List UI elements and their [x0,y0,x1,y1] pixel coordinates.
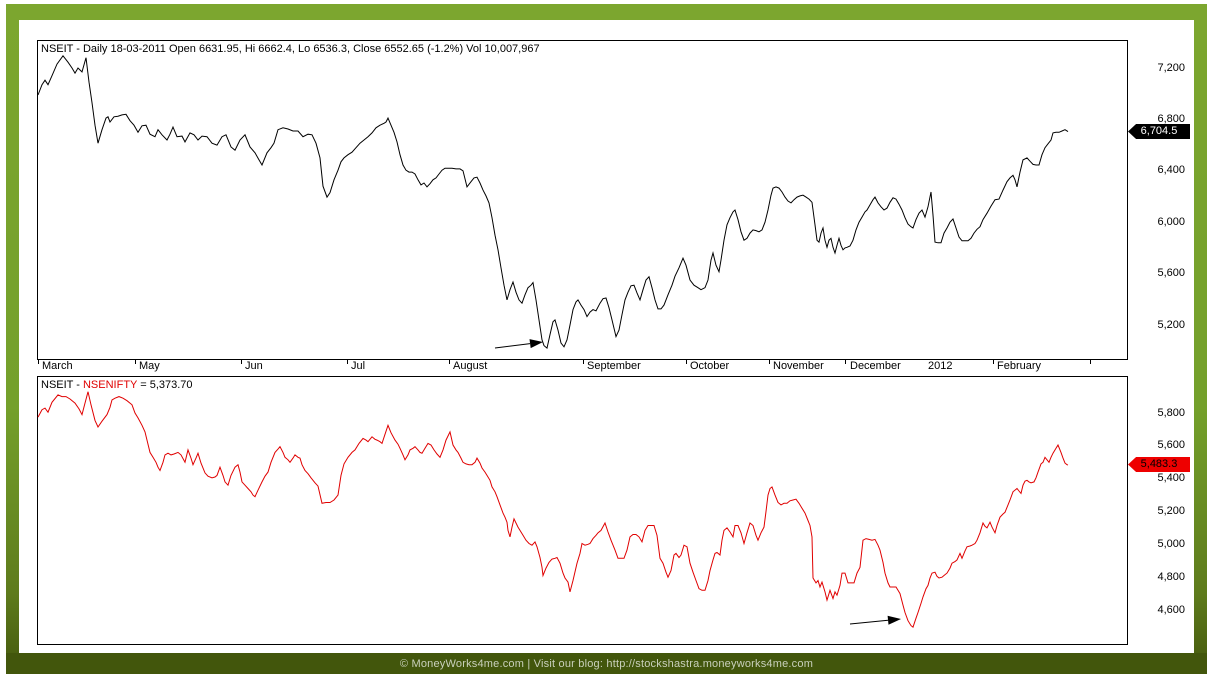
y-axis-label: 6,000 [1157,216,1185,228]
y-axis-label: 5,600 [1157,439,1185,451]
top-panel-title: NSEIT - Daily 18-03-2011 Open 6631.95, H… [41,43,540,55]
y-axis-label: 5,400 [1157,472,1185,484]
month-tick [347,359,348,364]
month-tick [583,359,584,364]
top-panel-box: NSEIT - Daily 18-03-2011 Open 6631.95, H… [37,40,1128,360]
month-label: February [997,360,1042,372]
month-tick [769,359,770,364]
y-axis-label: 5,000 [1157,538,1185,550]
month-label: Jul [351,360,366,372]
y-axis-label: 6,400 [1157,164,1185,176]
y-axis-label: 4,600 [1157,604,1185,616]
month-label: November [773,360,824,372]
footer-bar: © MoneyWorks4me.com | Visit our blog: ht… [6,653,1207,674]
month-tick [241,359,242,364]
bottom-title-symbol: NSENIFTY [82,379,138,391]
month-tick [38,359,39,364]
month-tick [1090,359,1091,364]
month-label: 2012 [928,360,953,372]
y-axis-label: 6,800 [1157,113,1185,125]
month-tick [135,359,136,364]
last-price-tag-nsenifty: 5,483.3 [1128,457,1190,472]
y-axis-label: 5,200 [1157,505,1185,517]
month-label: March [42,360,73,372]
y-axis-label: 5,600 [1157,267,1185,279]
month-tick [993,359,994,364]
month-label: September [587,360,641,372]
month-label: August [453,360,488,372]
month-label: Jun [245,360,263,372]
bottom-panel-box: NSEIT - NSENIFTY = 5,373.70 [37,376,1128,645]
month-label: October [690,360,730,372]
month-tick [449,359,450,364]
last-price-tag-nseit: 6,704.5 [1128,124,1190,139]
month-label: December [850,360,901,372]
footer-text: © MoneyWorks4me.com | Visit our blog: ht… [399,657,814,670]
y-axis-label: 4,800 [1157,571,1185,583]
y-axis-label: 5,800 [1157,407,1185,419]
y-axis-label: 7,200 [1157,62,1185,74]
month-tick [686,359,687,364]
bottom-title-prefix: NSEIT - [41,379,83,391]
month-label: May [139,360,160,372]
month-tick [845,359,846,364]
bottom-title-suffix: = 5,373.70 [137,379,193,391]
bottom-panel-title: NSEIT - NSENIFTY = 5,373.70 [41,379,193,392]
y-axis-label: 5,200 [1157,319,1185,331]
